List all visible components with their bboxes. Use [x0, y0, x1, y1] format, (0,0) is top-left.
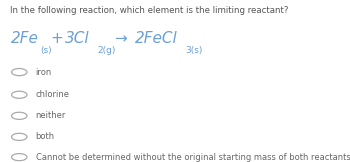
- Text: neither: neither: [36, 111, 66, 120]
- Text: 3(s): 3(s): [185, 46, 202, 55]
- Text: (s): (s): [40, 46, 52, 55]
- Text: In the following reaction, which element is the limiting reactant?: In the following reaction, which element…: [10, 6, 289, 15]
- Text: 2FeCl: 2FeCl: [135, 31, 177, 46]
- Text: chlorine: chlorine: [36, 90, 70, 99]
- Text: iron: iron: [36, 68, 52, 77]
- Text: 2Fe: 2Fe: [10, 31, 38, 46]
- Text: 2(g): 2(g): [97, 46, 116, 55]
- Text: +: +: [51, 31, 63, 46]
- Text: →: →: [114, 31, 126, 46]
- Text: 3Cl: 3Cl: [65, 31, 89, 46]
- Text: both: both: [36, 132, 55, 141]
- Text: Cannot be determined without the original starting mass of both reactants.: Cannot be determined without the origina…: [36, 153, 350, 162]
